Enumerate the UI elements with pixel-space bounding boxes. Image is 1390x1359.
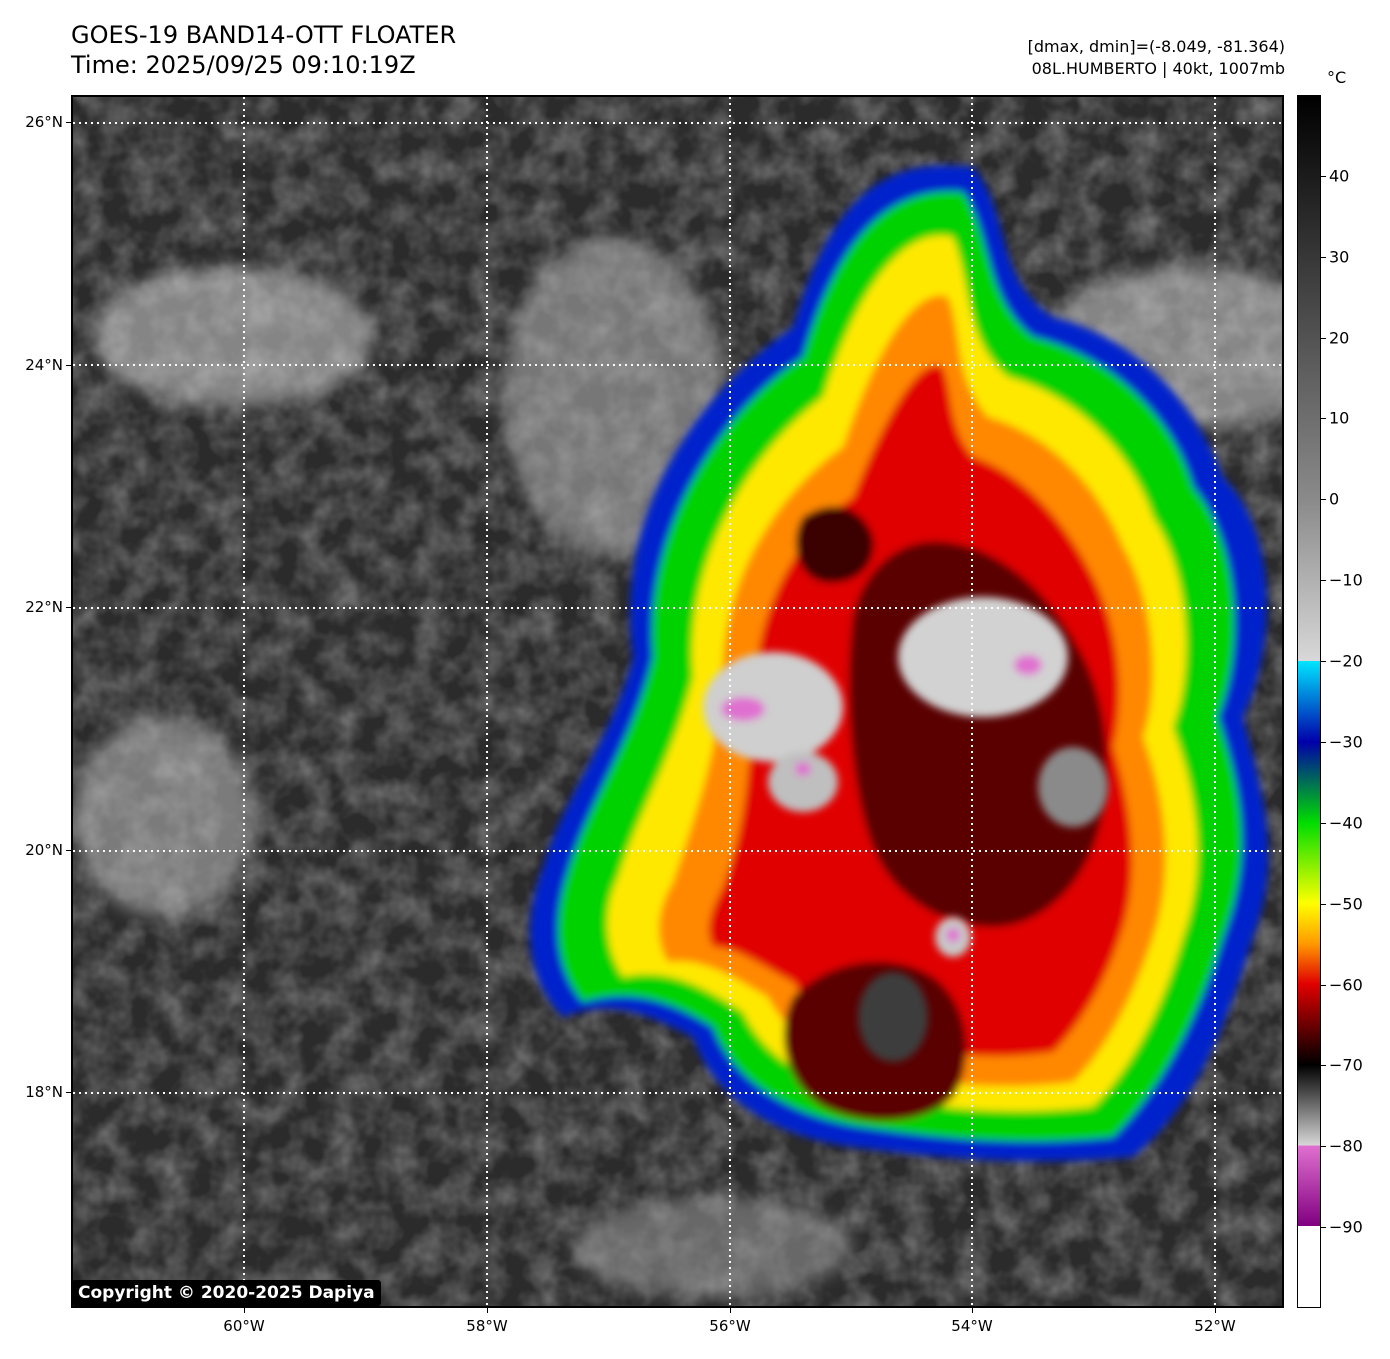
dmax-dmin-info: [dmax, dmin]=(-8.049, -81.364) <box>1027 37 1285 56</box>
colorbar-tick-label: 20 <box>1329 328 1350 348</box>
lat-tick <box>66 122 71 123</box>
colorbar-tick-label: 40 <box>1329 166 1350 186</box>
colorbar-unit: °C <box>1327 68 1347 87</box>
colorbar-tick <box>1321 903 1326 905</box>
colorbar-tick <box>1321 256 1326 258</box>
lat-tick <box>66 1092 71 1093</box>
colorbar-tick <box>1321 1146 1326 1148</box>
colorbar-tick <box>1321 741 1326 743</box>
colorbar-tick <box>1321 175 1326 177</box>
colorbar-tick <box>1321 1065 1326 1067</box>
colorbar-tick-label: −70 <box>1329 1055 1363 1075</box>
lon-label-58w: 58°W <box>466 1317 508 1335</box>
lon-label-52w: 52°W <box>1194 1317 1236 1335</box>
lon-tick <box>487 1308 488 1313</box>
colorbar-tick-label: 0 <box>1329 489 1340 509</box>
colorbar <box>1297 95 1321 1308</box>
lon-label-60w: 60°W <box>223 1317 265 1335</box>
colorbar-tick-label: 10 <box>1329 408 1350 428</box>
colorbar-tick-label: 30 <box>1329 247 1350 267</box>
lat-label-20n: 20°N <box>25 841 63 859</box>
lon-label-54w: 54°W <box>951 1317 993 1335</box>
colorbar-tick-label: −80 <box>1329 1136 1363 1156</box>
copyright-badge: Copyright © 2020-2025 Dapiya <box>72 1280 381 1306</box>
lon-tick <box>972 1308 973 1313</box>
storm-info: 08L.HUMBERTO | 40kt, 1007mb <box>1031 59 1285 78</box>
lon-tick <box>730 1308 731 1313</box>
colorbar-tick-label: −20 <box>1329 651 1363 671</box>
colorbar-tick-label: −90 <box>1329 1217 1363 1237</box>
colorbar-tick-label: −40 <box>1329 813 1363 833</box>
colorbar-tick-label: −30 <box>1329 732 1363 752</box>
title-line-1: GOES-19 BAND14-OTT FLOATER <box>71 21 457 49</box>
colorbar-tick <box>1321 1227 1326 1229</box>
colorbar-tick <box>1321 499 1326 501</box>
colorbar-tick <box>1321 661 1326 663</box>
lon-tick <box>1215 1308 1216 1313</box>
lat-tick <box>66 365 71 366</box>
lon-tick <box>244 1308 245 1313</box>
title-line-2: Time: 2025/09/25 09:10:19Z <box>71 51 416 79</box>
lat-label-24n: 24°N <box>25 356 63 374</box>
colorbar-tick <box>1321 984 1326 986</box>
satellite-map[interactable] <box>71 95 1284 1308</box>
colorbar-tick <box>1321 580 1326 582</box>
lat-tick <box>66 850 71 851</box>
satellite-imagery <box>73 97 1282 1306</box>
cold-cloud-tops <box>703 597 1108 1062</box>
lat-label-18n: 18°N <box>25 1083 63 1101</box>
lat-tick <box>66 607 71 608</box>
lat-label-22n: 22°N <box>25 598 63 616</box>
colorbar-tick <box>1321 418 1326 420</box>
colorbar-tick-label: −50 <box>1329 894 1363 914</box>
colorbar-tick <box>1321 822 1326 824</box>
lat-label-26n: 26°N <box>25 113 63 131</box>
colorbar-tick <box>1321 337 1326 339</box>
colorbar-tick-label: −10 <box>1329 570 1363 590</box>
lon-label-56w: 56°W <box>709 1317 751 1335</box>
colorbar-tick-label: −60 <box>1329 975 1363 995</box>
